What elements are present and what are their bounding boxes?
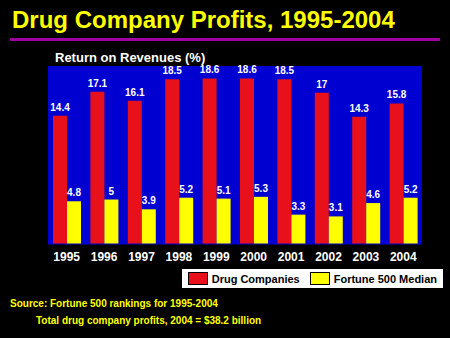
svg-text:4.6: 4.6 bbox=[366, 189, 380, 200]
svg-text:3.9: 3.9 bbox=[142, 195, 156, 206]
svg-text:16.1: 16.1 bbox=[125, 87, 145, 98]
html-text:Source: Fortune 500 rankings f: Source: Fortune 500 rankings for 1995-20… bbox=[10, 298, 218, 309]
svg-text:3.1: 3.1 bbox=[329, 202, 343, 213]
html-text:Fortune 500 Median: Fortune 500 Median bbox=[333, 272, 437, 285]
svg-text:2004: 2004 bbox=[390, 250, 417, 264]
svg-text:18.5: 18.5 bbox=[275, 65, 295, 76]
svg-text:15.8: 15.8 bbox=[387, 89, 407, 100]
svg-text:5: 5 bbox=[109, 186, 115, 197]
svg-text:2001: 2001 bbox=[278, 250, 305, 264]
html-text:Total drug company profits, 20: Total drug company profits, 2004 = $38.2… bbox=[36, 315, 262, 326]
svg-text:2003: 2003 bbox=[353, 250, 380, 264]
svg-text:4.8: 4.8 bbox=[67, 187, 81, 198]
html-text:Drug Company Profits, 1995-200: Drug Company Profits, 1995-2004 bbox=[12, 6, 395, 33]
svg-text:1995: 1995 bbox=[53, 250, 80, 264]
svg-text:2002: 2002 bbox=[315, 250, 342, 264]
html-text:Drug Companies: Drug Companies bbox=[211, 272, 300, 285]
svg-text:17: 17 bbox=[316, 79, 328, 90]
svg-text:18.6: 18.6 bbox=[200, 64, 220, 75]
svg-text:2000: 2000 bbox=[240, 250, 267, 264]
svg-text:1997: 1997 bbox=[128, 250, 155, 264]
svg-text:5.2: 5.2 bbox=[404, 184, 418, 195]
svg-text:14.4: 14.4 bbox=[50, 102, 70, 113]
svg-text:5.2: 5.2 bbox=[179, 184, 193, 195]
svg-text:1996: 1996 bbox=[91, 250, 118, 264]
svg-text:5.3: 5.3 bbox=[254, 183, 268, 194]
svg-text:14.3: 14.3 bbox=[349, 103, 369, 114]
svg-text:18.6: 18.6 bbox=[237, 64, 257, 75]
svg-text:1998: 1998 bbox=[166, 250, 193, 264]
svg-text:17.1: 17.1 bbox=[88, 78, 108, 89]
svg-text:5.1: 5.1 bbox=[217, 185, 231, 196]
svg-text:3.3: 3.3 bbox=[291, 201, 305, 212]
svg-text:18.5: 18.5 bbox=[162, 65, 182, 76]
svg-text:1999: 1999 bbox=[203, 250, 230, 264]
html-text:Return on Revenues (%): Return on Revenues (%) bbox=[55, 50, 206, 65]
